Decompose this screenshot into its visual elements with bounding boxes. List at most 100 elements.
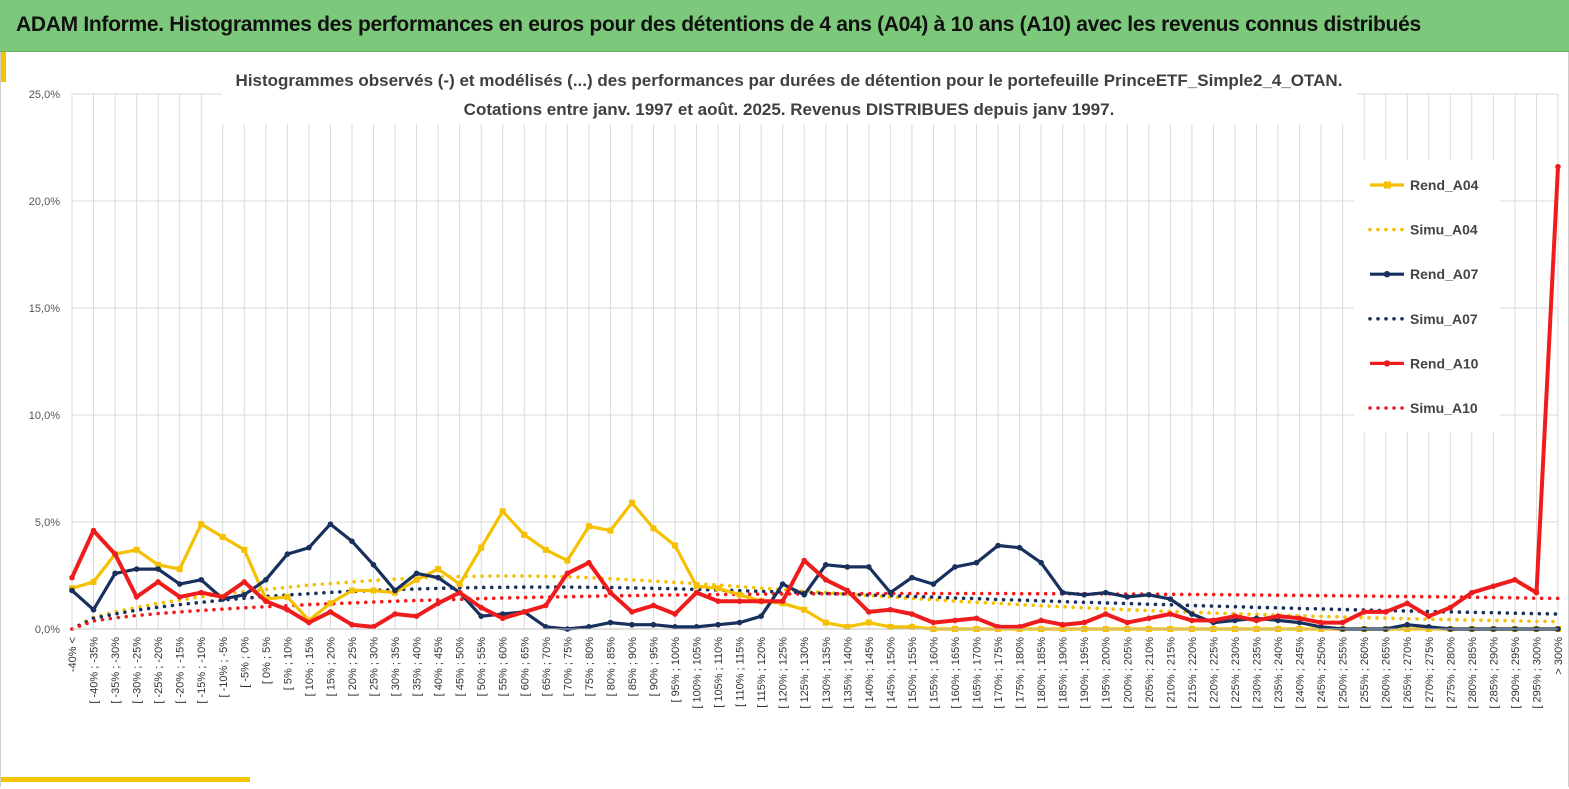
legend-label-Simu_A07: Simu_A07 <box>1410 311 1478 327</box>
data-point-Rend_A10 <box>909 611 915 617</box>
data-point-Rend_A04 <box>801 606 808 613</box>
x-tick-label: [ -30% ; -25% <box>132 637 144 704</box>
header-banner: ADAM Informe. Histogrammes des performan… <box>0 0 1569 52</box>
data-point-Rend_A10 <box>1124 619 1131 626</box>
data-point-Rend_A04 <box>844 623 851 630</box>
data-point-Rend_A10 <box>672 611 678 617</box>
x-tick-label: [ 40% ; 45% <box>433 637 445 697</box>
data-point-Rend_A10 <box>586 559 592 566</box>
data-point-Rend_A10 <box>521 609 528 615</box>
data-point-Rend_A04 <box>219 533 226 540</box>
data-point-Rend_A07 <box>284 551 291 557</box>
x-tick-label: [ 270% ; 275% <box>1424 637 1436 709</box>
data-point-Rend_A04 <box>822 619 829 626</box>
data-point-Rend_A07 <box>1102 589 1109 596</box>
x-tick-label: [ 100% ; 105% <box>692 637 704 709</box>
x-tick-label: [ 60% ; 65% <box>519 637 531 697</box>
data-point-Rend_A07 <box>435 574 441 581</box>
data-point-Rend_A10 <box>629 609 635 615</box>
data-point-Rend_A10 <box>715 598 721 604</box>
data-point-Rend_A04 <box>521 531 528 538</box>
chart-title: Histogrammes observés (-) et modélisés (… <box>236 71 1343 90</box>
data-point-Rend_A10 <box>1339 619 1346 626</box>
data-point-Rend_A04 <box>348 587 355 594</box>
x-tick-label: [ 20% ; 25% <box>347 637 359 697</box>
data-point-Rend_A10 <box>1167 611 1174 617</box>
x-tick-label: [ -10% ; -5% <box>218 637 230 698</box>
data-point-Rend_A10 <box>542 602 549 609</box>
data-point-Rend_A10 <box>1447 604 1454 611</box>
data-point-Rend_A07 <box>1124 594 1131 600</box>
data-point-Rend_A10 <box>1146 615 1152 622</box>
x-tick-label: [ 250% ; 255% <box>1338 637 1350 709</box>
data-point-Rend_A07 <box>887 589 894 596</box>
data-point-Rend_A07 <box>1059 589 1066 596</box>
data-point-Rend_A07 <box>844 564 851 570</box>
data-point-Rend_A10 <box>1232 613 1238 619</box>
data-point-Rend_A10 <box>370 624 377 630</box>
data-point-Rend_A10 <box>1296 615 1303 622</box>
data-point-Rend_A07 <box>822 562 829 568</box>
frame-accent-top <box>0 52 6 82</box>
y-tick-label: 20,0% <box>29 196 60 208</box>
data-point-Rend_A10 <box>176 594 183 600</box>
x-tick-label: [ 290% ; 295% <box>1510 637 1522 709</box>
data-point-Rend_A04 <box>564 557 571 564</box>
data-point-Rend_A04 <box>413 576 420 583</box>
x-tick-label: [ 30% ; 35% <box>390 637 402 697</box>
x-tick-label: [ 125% ; 130% <box>799 637 811 709</box>
data-point-Rend_A10 <box>1318 619 1324 626</box>
data-point-Rend_A10 <box>1016 624 1023 630</box>
data-point-Rend_A07 <box>1016 544 1023 551</box>
data-point-Rend_A04 <box>542 546 549 553</box>
data-point-Rend_A10 <box>1210 617 1217 624</box>
data-point-Rend_A04 <box>693 583 700 590</box>
data-point-Rend_A07 <box>176 581 183 587</box>
data-point-Rend_A10 <box>887 606 894 613</box>
data-point-Rend_A07 <box>1189 611 1195 617</box>
x-tick-label: [ 10% ; 15% <box>304 637 316 697</box>
data-point-Rend_A07 <box>650 621 657 628</box>
data-point-Rend_A07 <box>327 521 334 527</box>
x-tick-label: [ 50% ; 55% <box>476 637 488 697</box>
data-point-Rend_A10 <box>844 587 851 594</box>
data-point-Rend_A07 <box>801 591 808 598</box>
data-point-Rend_A10 <box>1533 589 1540 596</box>
data-point-Rend_A10 <box>219 594 226 600</box>
data-point-Rend_A10 <box>1404 600 1411 607</box>
data-point-Rend_A07 <box>413 570 420 577</box>
data-point-Rend_A10 <box>1425 613 1432 619</box>
series-line-Simu_A10 <box>70 591 1560 631</box>
data-point-Rend_A10 <box>1081 619 1088 626</box>
x-tick-label: [ 210% ; 215% <box>1165 637 1177 709</box>
data-point-Rend_A04 <box>628 499 635 506</box>
data-point-Rend_A07 <box>973 559 980 566</box>
data-point-Rend_A07 <box>1081 591 1088 598</box>
data-point-Rend_A10 <box>1490 583 1497 589</box>
x-tick-label: [ 220% ; 225% <box>1208 637 1220 709</box>
x-tick-label: [ 230% ; 235% <box>1251 637 1263 709</box>
data-point-Rend_A07 <box>715 621 721 628</box>
x-tick-label: [ 240% ; 245% <box>1295 637 1307 709</box>
data-point-Rend_A04 <box>585 523 592 530</box>
x-tick-label: [ 160% ; 165% <box>950 637 962 709</box>
frame-accent-bottom <box>0 777 250 782</box>
data-point-Rend_A07 <box>263 576 269 583</box>
data-point-Rend_A04 <box>370 587 377 594</box>
x-tick-label: -40% < <box>67 637 79 672</box>
data-point-Rend_A04 <box>607 527 614 534</box>
data-point-Rend_A07 <box>586 624 592 630</box>
data-point-Rend_A07 <box>133 566 140 572</box>
data-point-Rend_A04 <box>456 581 463 588</box>
data-point-Rend_A10 <box>392 611 398 617</box>
legend-label-Rend_A10: Rend_A10 <box>1410 355 1479 371</box>
chart-title-background <box>222 64 1357 124</box>
series-line-Rend_A07 <box>70 522 1558 631</box>
data-point-Rend_A07 <box>155 566 161 572</box>
data-point-Rend_A04 <box>241 546 248 553</box>
x-tick-label: [ 165% ; 170% <box>972 637 984 709</box>
x-tick-label: [ 170% ; 175% <box>993 637 1005 709</box>
x-tick-label: [ 245% ; 250% <box>1316 637 1328 709</box>
data-point-Rend_A07 <box>866 564 872 570</box>
